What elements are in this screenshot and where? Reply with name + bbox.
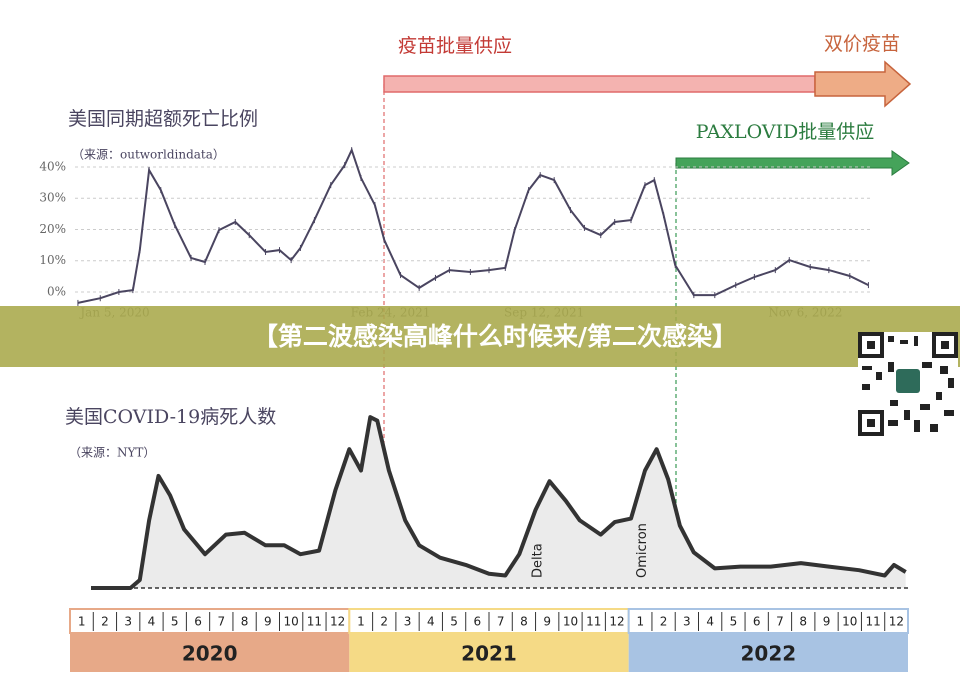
month-label: 4 <box>427 615 435 629</box>
month-label: 11 <box>865 615 880 629</box>
y-tick-label: 40% <box>39 159 66 173</box>
chart-title: 美国COVID-19病死人数 <box>65 406 276 428</box>
y-tick-label: 10% <box>39 253 66 267</box>
paxlovid-label: PAXLOVID批量供应 <box>696 121 875 143</box>
month-label: 4 <box>706 615 714 629</box>
year-label: 2022 <box>740 642 796 666</box>
month-label: 10 <box>563 615 578 629</box>
month-label: 10 <box>842 615 857 629</box>
chart-subtitle: （来源：NYT） <box>69 446 155 460</box>
month-label: 9 <box>823 615 831 629</box>
bivalent-arrow <box>814 60 912 108</box>
month-label: 7 <box>217 615 225 629</box>
year-cell <box>349 633 629 672</box>
charts: 美国同期超额死亡比例 （来源：outworldindata） 0% 10% 20% 30%… <box>39 108 908 590</box>
vaccine-arrow <box>383 75 816 93</box>
month-label: 3 <box>124 615 132 629</box>
month-label: 12 <box>330 615 345 629</box>
qr-logo <box>896 369 920 393</box>
bivalent-label: 双价疫苗 <box>824 33 900 55</box>
month-label: 9 <box>543 615 551 629</box>
month-label: 1 <box>78 615 86 629</box>
year-cell <box>628 633 908 672</box>
year-label: 2020 <box>182 642 238 666</box>
month-label: 5 <box>171 615 179 629</box>
month-label: 8 <box>799 615 807 629</box>
area <box>90 417 906 588</box>
month-label: 2 <box>660 615 668 629</box>
month-label: 9 <box>264 615 272 629</box>
month-label: 11 <box>307 615 322 629</box>
vaccine-label: 疫苗批量供应 <box>398 35 512 57</box>
annotation: Delta <box>530 543 545 578</box>
month-label: 2 <box>380 615 388 629</box>
month-label: 3 <box>683 615 691 629</box>
month-label: 10 <box>283 615 298 629</box>
month-label: 8 <box>520 615 528 629</box>
month-label: 3 <box>404 615 412 629</box>
chart-title: 美国同期超额死亡比例 <box>68 108 258 130</box>
banner-bg <box>0 306 960 367</box>
annotation: Omicron <box>635 523 650 578</box>
month-label: 11 <box>586 615 601 629</box>
month-label: 8 <box>241 615 249 629</box>
month-label: 4 <box>148 615 156 629</box>
month-label: 12 <box>609 615 624 629</box>
month-label: 1 <box>357 615 365 629</box>
line <box>91 415 907 590</box>
qr-pattern <box>858 332 958 436</box>
month-label: 6 <box>753 615 761 629</box>
line <box>77 147 869 304</box>
year-label: 2021 <box>461 642 517 666</box>
month-label: 5 <box>450 615 458 629</box>
chart-subtitle: （来源：outworldindata） <box>72 148 225 162</box>
y-tick-label: 20% <box>39 222 66 236</box>
month-label: 6 <box>474 615 482 629</box>
paxlovid-arrow <box>675 150 910 176</box>
month-label: 7 <box>776 615 784 629</box>
month-label: 1 <box>636 615 644 629</box>
month-label: 6 <box>194 615 202 629</box>
qr-code <box>858 332 958 436</box>
y-tick-label: 30% <box>39 191 66 205</box>
y-tick-label: 0% <box>47 284 66 298</box>
banner: 【第二波感染高峰什么时候来/第二次感染】 <box>253 322 737 351</box>
month-label: 2 <box>101 615 109 629</box>
month-label: 7 <box>497 615 505 629</box>
month-label: 5 <box>730 615 738 629</box>
year-cell <box>70 633 350 672</box>
month-label: 12 <box>889 615 904 629</box>
